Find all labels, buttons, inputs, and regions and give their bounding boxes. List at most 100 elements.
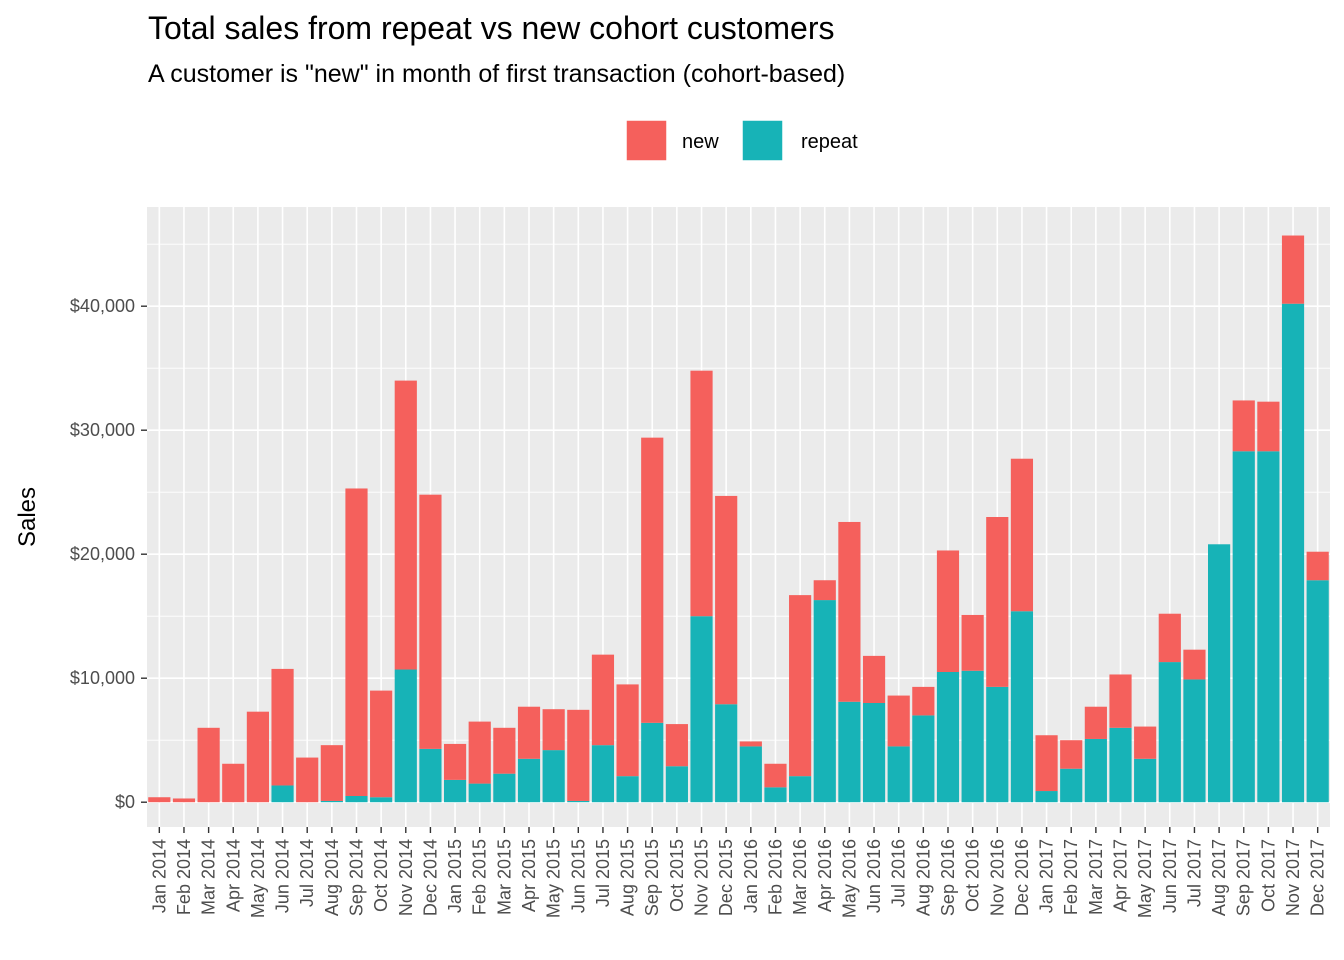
bar-repeat <box>1257 451 1280 803</box>
bar-new <box>1010 458 1034 612</box>
x-tick-label: Jul 2016 <box>889 839 909 907</box>
bar-new <box>862 655 886 703</box>
x-tick-label: Mar 2015 <box>494 839 514 915</box>
x-tick-label: May 2016 <box>839 839 859 918</box>
x-tick-label: Sep 2014 <box>346 839 366 916</box>
bar-repeat <box>271 785 294 803</box>
x-tick-label: Feb 2016 <box>765 839 785 915</box>
legend: new repeat <box>625 119 858 162</box>
bar-new <box>936 550 960 672</box>
bar-new <box>789 595 812 777</box>
x-tick-label: Jul 2017 <box>1184 839 1204 907</box>
bar-new <box>764 763 787 788</box>
bar-repeat <box>1232 451 1255 803</box>
bar-repeat <box>961 670 984 803</box>
x-tick-label: Apr 2016 <box>815 839 835 912</box>
bar-repeat <box>1183 679 1206 803</box>
bar-repeat <box>789 776 812 803</box>
bars <box>148 235 1329 803</box>
bar-new <box>394 380 417 670</box>
bar-new <box>715 495 738 705</box>
bar-repeat <box>468 783 491 803</box>
x-tick-label: Aug 2015 <box>618 839 638 916</box>
bar-new <box>567 709 590 801</box>
x-tick-label: Oct 2017 <box>1258 839 1278 912</box>
plot-panel <box>147 207 1330 827</box>
bar-new <box>148 797 171 803</box>
chart-title: Total sales from repeat vs new cohort cu… <box>148 10 835 46</box>
y-axis: $0 $10,000 $20,000 $30,000 $40,000 <box>70 296 147 812</box>
bar-repeat <box>1084 738 1107 803</box>
legend-key-repeat <box>741 119 784 162</box>
bar-new <box>986 517 1009 687</box>
bar-new <box>197 727 220 803</box>
bar-repeat <box>567 800 590 803</box>
bar-repeat <box>936 672 960 803</box>
x-tick-label: Jan 2017 <box>1037 839 1057 913</box>
x-tick-label: Nov 2014 <box>396 839 416 916</box>
x-tick-label: Jun 2016 <box>864 839 884 913</box>
x-tick-label: Jun 2015 <box>568 839 588 913</box>
bar-repeat <box>517 758 541 803</box>
legend-key-new <box>625 119 668 162</box>
bar-repeat <box>320 800 343 803</box>
x-tick-label: Jan 2014 <box>149 839 169 913</box>
bar-repeat <box>1208 544 1231 803</box>
bar-repeat <box>986 686 1009 803</box>
bar-repeat <box>616 776 639 803</box>
bar-repeat <box>591 745 615 803</box>
x-tick-label: Apr 2014 <box>223 839 243 912</box>
x-tick-label: Oct 2014 <box>371 839 391 912</box>
bar-repeat <box>1281 303 1305 803</box>
bar-new <box>1183 649 1206 680</box>
bar-new <box>1109 674 1132 728</box>
y-tick-label: $20,000 <box>70 544 135 564</box>
x-tick-label: Jun 2014 <box>273 839 293 913</box>
bar-new <box>370 690 393 798</box>
bar-repeat <box>370 797 393 803</box>
x-tick-label: Feb 2017 <box>1061 839 1081 915</box>
bar-new <box>1035 735 1058 792</box>
x-tick-label: Feb 2014 <box>174 839 194 915</box>
x-tick-label: Aug 2017 <box>1209 839 1229 916</box>
bar-new <box>443 743 467 780</box>
bar-repeat <box>1134 758 1157 803</box>
bar-new <box>813 580 836 601</box>
bar-repeat <box>764 787 787 803</box>
x-tick-label: Oct 2015 <box>667 839 687 912</box>
bar-repeat <box>394 669 417 803</box>
bar-repeat <box>862 703 886 803</box>
bar-repeat <box>419 748 442 803</box>
bar-new <box>1134 726 1157 759</box>
x-tick-label: Nov 2016 <box>987 839 1007 916</box>
bar-new <box>172 798 196 803</box>
x-tick-label: Sep 2017 <box>1234 839 1254 916</box>
bar-new <box>1060 740 1083 769</box>
bar-new <box>1281 235 1305 304</box>
x-tick-label: Mar 2016 <box>790 839 810 915</box>
bar-repeat <box>912 715 935 803</box>
bar-new <box>542 709 565 751</box>
bar-new <box>591 654 615 746</box>
y-axis-title: Sales <box>14 487 41 547</box>
bar-repeat <box>1306 580 1329 803</box>
y-tick-label: $30,000 <box>70 420 135 440</box>
x-tick-label: Nov 2015 <box>692 839 712 916</box>
bar-new <box>493 727 516 774</box>
x-axis: Jan 2014 Feb 2014 Mar 2014 Apr 2014 May 2014… <box>149 827 1328 918</box>
bar-new <box>912 686 935 716</box>
bar-repeat <box>887 746 910 803</box>
x-tick-label: May 2015 <box>544 839 564 918</box>
minor-gridlines <box>147 243 1330 741</box>
x-tick-label: Apr 2015 <box>519 839 539 912</box>
x-tick-label: Aug 2014 <box>322 839 342 916</box>
bar-repeat <box>493 773 516 803</box>
x-tick-label: Dec 2014 <box>420 839 440 916</box>
bar-new <box>1232 400 1255 452</box>
bar-new <box>961 614 984 671</box>
y-tick-label: $10,000 <box>70 668 135 688</box>
x-tick-label: Feb 2015 <box>470 839 490 915</box>
x-tick-label: Apr 2017 <box>1111 839 1131 912</box>
bar-repeat <box>1060 768 1083 803</box>
bar-repeat <box>1010 611 1034 803</box>
